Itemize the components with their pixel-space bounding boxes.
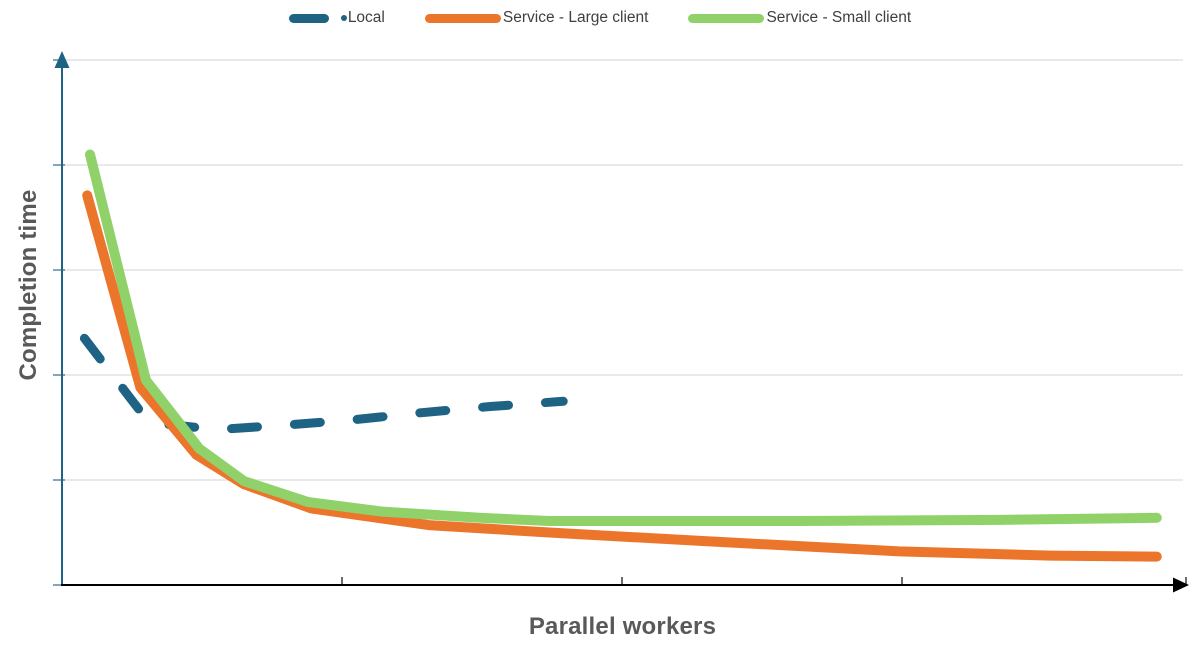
local-dash-swatch-icon <box>288 13 329 23</box>
chart-legend: Local Service - Large client Service - S… <box>0 7 1200 29</box>
legend-label-local: Local <box>347 9 385 26</box>
legend-label-service-small-client: Service - Small client <box>766 9 912 26</box>
small-client-line-swatch-icon <box>688 13 765 23</box>
large-client-line-swatch-icon <box>424 13 501 23</box>
y-axis-arrow-icon <box>54 51 70 68</box>
legend-label-service-large-client: Service - Large client <box>502 9 649 26</box>
legend-item-local: Local <box>288 9 385 27</box>
series-line-service-large-client <box>82 190 1162 562</box>
local-dot-swatch-icon <box>340 15 347 21</box>
x-axis-arrow-icon <box>1173 577 1189 593</box>
series-line-local <box>79 333 568 435</box>
x-axis-title: Parallel workers <box>528 613 717 640</box>
legend-item-service-small-client: Service - Small client <box>688 9 911 27</box>
y-axis-title: Completion time <box>15 189 42 381</box>
legend-item-service-large-client: Service - Large client <box>424 9 649 27</box>
series-line-service-small-client <box>85 149 1162 526</box>
